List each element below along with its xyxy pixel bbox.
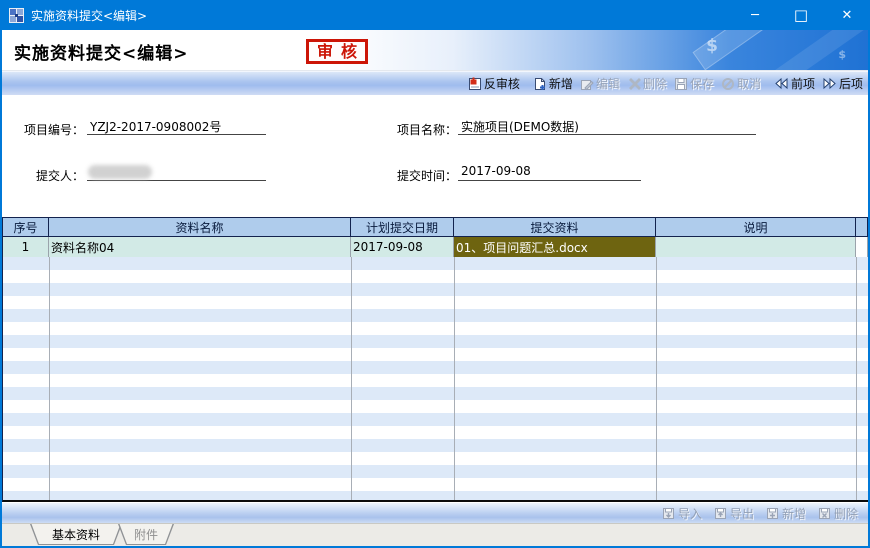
cancel-label: 取消: [736, 77, 761, 91]
main-toolbar: 反审核 新增 编辑 删除: [2, 71, 868, 95]
col-header-extra: [856, 218, 868, 236]
grid-line: [656, 257, 657, 500]
add-row-icon: [766, 507, 778, 519]
minimize-icon: ─: [751, 7, 759, 23]
cancel-button[interactable]: 取消: [719, 73, 763, 94]
money-decoration: $ $: [568, 30, 868, 71]
dollar-icon-small: $: [838, 48, 846, 61]
table-empty-area: [3, 257, 868, 500]
minimize-button[interactable]: ─: [732, 0, 778, 30]
tab-basic-info[interactable]: 基本资料: [30, 524, 122, 545]
next-item-label: 后项: [838, 77, 863, 91]
prev-item-icon: [775, 77, 788, 90]
money-bill-shape2: [755, 30, 868, 71]
maximize-icon: □: [793, 6, 809, 24]
window-title: 实施资料提交<编辑>: [31, 8, 148, 23]
close-icon: ✕: [841, 7, 853, 23]
project-no-field[interactable]: YZJ2-2017-0908002号: [87, 118, 266, 135]
form-area: 项目编号： YZJ2-2017-0908002号 项目名称： 实施项目(DEMO…: [2, 95, 868, 217]
delete-label: 删除: [642, 77, 667, 91]
prev-item-button[interactable]: 前项: [772, 73, 817, 94]
import-button[interactable]: 导入: [662, 505, 702, 522]
title-bar: 实施资料提交<编辑> ─ □ ✕: [2, 0, 868, 30]
cell-extra: [856, 237, 868, 257]
add-button[interactable]: 新增: [531, 73, 575, 94]
cell-submit-file-selected[interactable]: 01、项目问题汇总.docx: [454, 237, 656, 257]
bottom-tab-bar: 基本资料 附件: [2, 523, 868, 546]
delete-attachment-label: 删除: [833, 506, 858, 521]
save-label: 保存: [689, 77, 714, 91]
export-button[interactable]: 导出: [714, 505, 754, 522]
tab-attachments[interactable]: 附件: [118, 524, 174, 545]
col-header-note: 说明: [656, 218, 856, 236]
unapprove-button[interactable]: 反审核: [466, 73, 522, 94]
project-name-field[interactable]: 实施项目(DEMO数据): [458, 118, 756, 135]
grid-line: [49, 257, 50, 500]
prev-item-label: 前项: [790, 77, 815, 91]
project-name-label: 项目名称：: [396, 123, 457, 137]
grid-line: [351, 257, 352, 500]
submitter-redacted-value: [88, 165, 152, 179]
cancel-icon: [721, 77, 734, 90]
cell-seq[interactable]: 1: [3, 237, 49, 257]
submit-time-field[interactable]: 2017-09-08: [458, 164, 641, 181]
attachment-toolbar: 导入 导出 新增 删除: [2, 503, 868, 523]
delete-attachment-button[interactable]: 删除: [818, 505, 858, 522]
unapprove-label: 反审核: [483, 77, 520, 91]
export-icon: [714, 507, 726, 519]
page-header: $ $ 实施资料提交<编辑> 审核: [2, 30, 868, 71]
import-icon: [662, 507, 674, 519]
export-label: 导出: [729, 506, 754, 521]
col-header-submit-file: 提交资料: [454, 218, 656, 236]
grid-line: [454, 257, 455, 500]
close-button[interactable]: ✕: [824, 0, 868, 30]
add-attachment-button[interactable]: 新增: [766, 505, 806, 522]
edit-button[interactable]: 编辑: [578, 73, 622, 94]
save-button[interactable]: 保存: [672, 73, 716, 94]
next-item-button[interactable]: 后项: [820, 73, 865, 94]
delete-button[interactable]: 删除: [625, 73, 669, 94]
dollar-icon: $: [706, 36, 718, 56]
col-header-seq: 序号: [3, 218, 49, 236]
add-doc-icon: [534, 77, 545, 90]
table-row: 1 资料名称04 2017-09-08 01、项目问题汇总.docx: [3, 237, 868, 257]
cell-name[interactable]: 资料名称04: [49, 237, 351, 257]
submitter-label: 提交人：: [35, 169, 84, 183]
col-header-name: 资料名称: [49, 218, 351, 236]
delete-row-icon: [818, 507, 830, 519]
col-header-plan-date: 计划提交日期: [351, 218, 454, 236]
materials-table: 序号 资料名称 计划提交日期 提交资料 说明 1 资料名称04 2017-09-…: [2, 217, 868, 502]
add-attachment-label: 新增: [781, 506, 806, 521]
submit-time-label: 提交时间：: [396, 169, 457, 183]
tab-attachments-label: 附件: [133, 528, 158, 542]
submitter-field[interactable]: [87, 164, 266, 181]
delete-icon: [628, 77, 641, 90]
maximize-button[interactable]: □: [778, 0, 824, 30]
window-controls: ─ □ ✕: [732, 0, 868, 30]
table-header-row: 序号 资料名称 计划提交日期 提交资料 说明: [3, 217, 868, 237]
app-icon: [9, 7, 24, 23]
edit-label: 编辑: [595, 77, 620, 91]
audit-stamp: 审核: [306, 39, 369, 64]
unapprove-stamp-icon: [468, 77, 481, 90]
tab-basic-info-label: 基本资料: [51, 528, 100, 542]
grid-line: [856, 257, 857, 500]
import-label: 导入: [677, 506, 702, 521]
add-label: 新增: [548, 77, 573, 91]
cell-plan-date[interactable]: 2017-09-08: [351, 237, 454, 257]
cell-note[interactable]: [656, 237, 856, 257]
edit-icon: [580, 79, 594, 90]
save-icon: [674, 77, 687, 90]
project-no-label: 项目编号：: [23, 123, 84, 137]
page-title: 实施资料提交<编辑>: [14, 44, 189, 64]
next-item-icon: [823, 77, 836, 90]
